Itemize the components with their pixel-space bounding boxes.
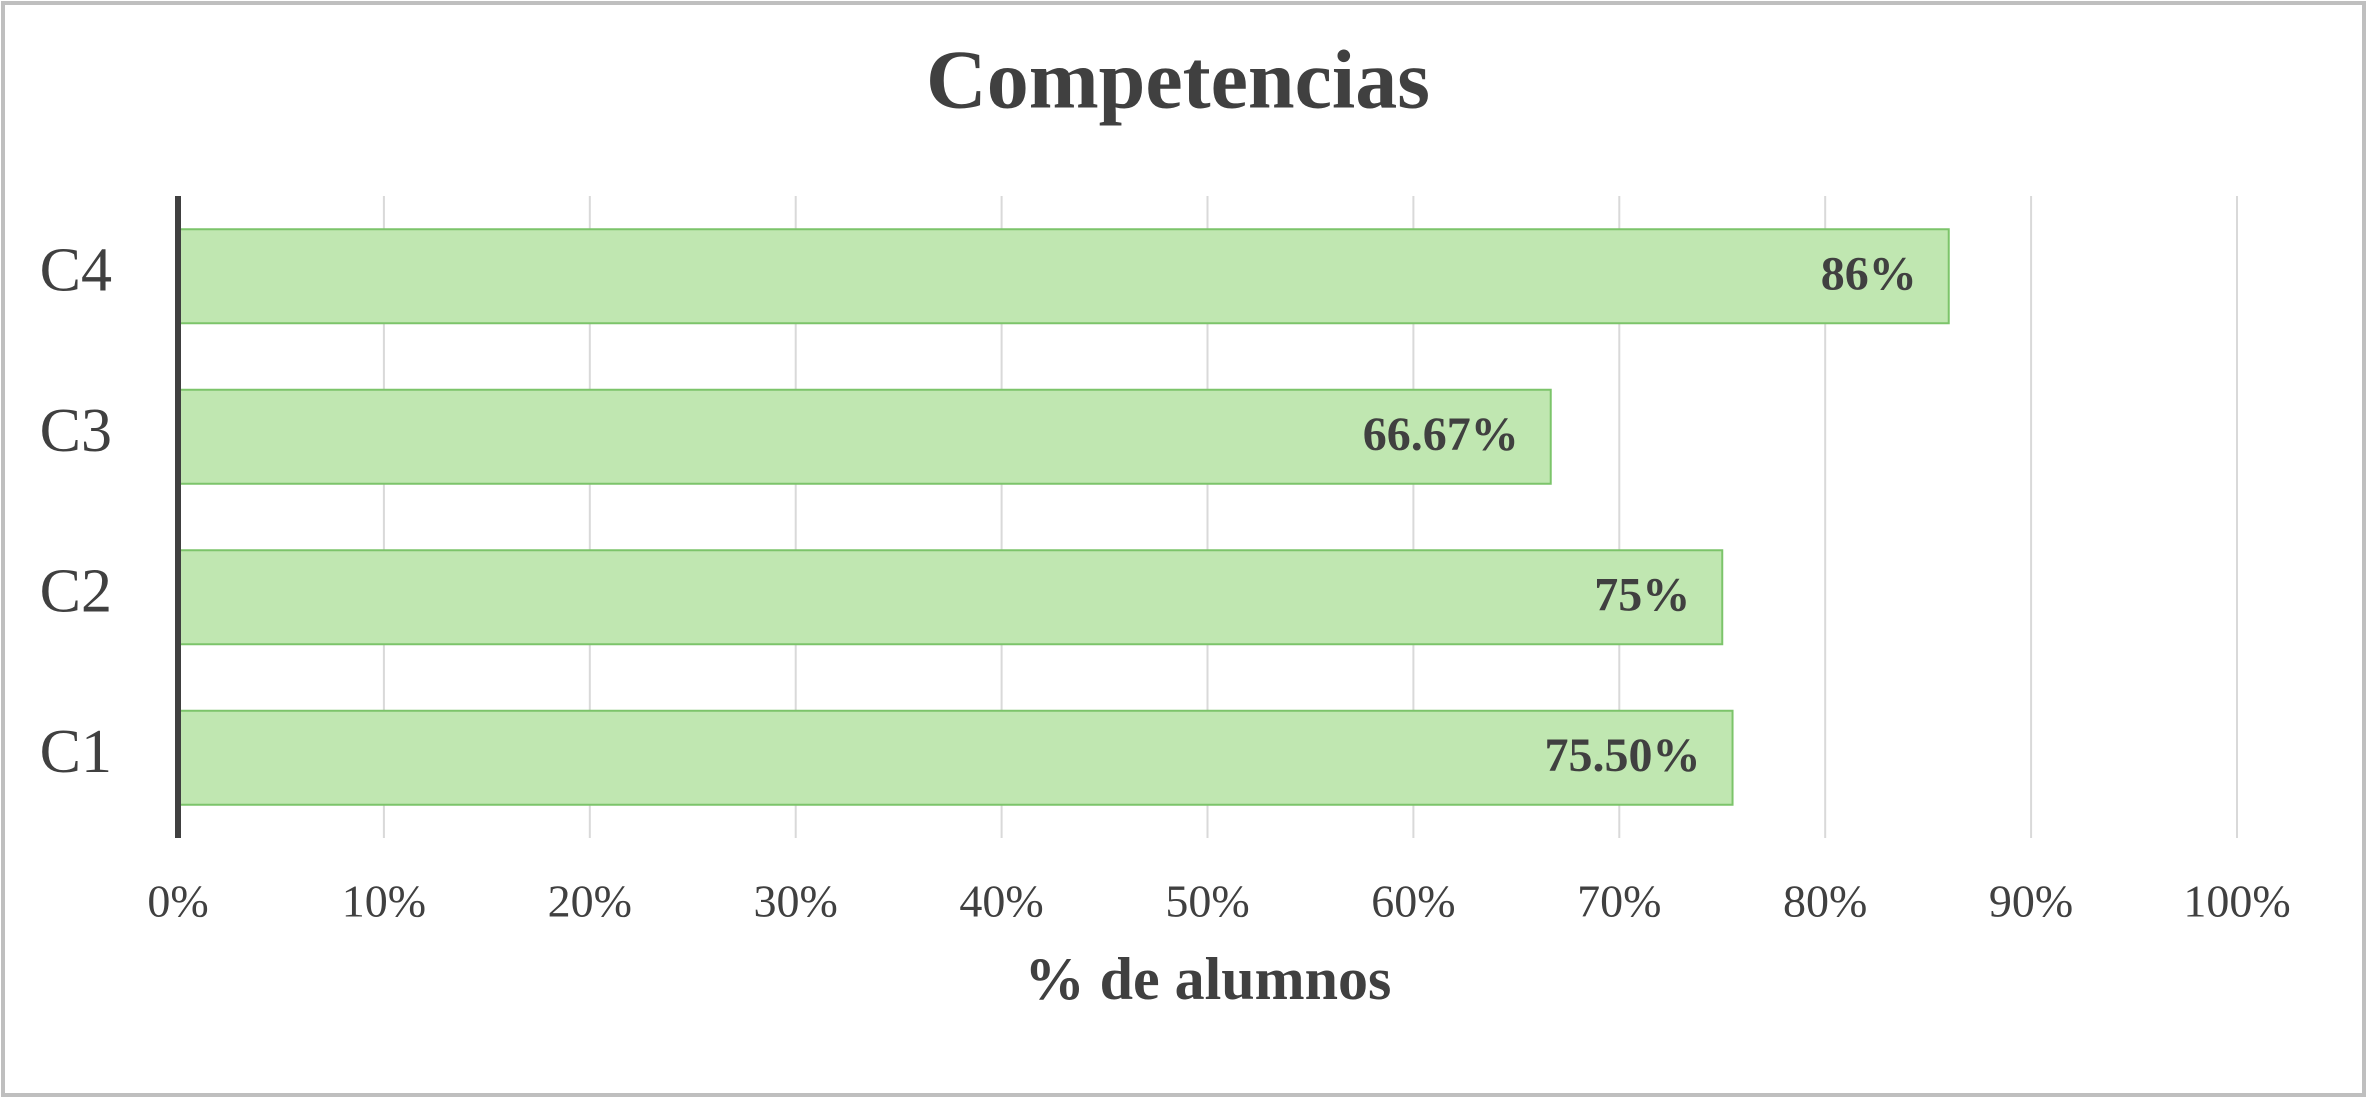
x-tick-label: 10% (342, 876, 426, 927)
x-tick-label: 70% (1577, 876, 1661, 927)
chart-title: Competencias (926, 33, 1430, 126)
bar (177, 388, 1552, 485)
x-tick-label: 30% (754, 876, 838, 927)
y-tick-label: C1 (40, 718, 112, 786)
value-label: 75% (1594, 568, 1690, 621)
x-tick-label: 50% (1165, 876, 1249, 927)
y-tick-label: C2 (40, 557, 112, 625)
bar (177, 549, 1724, 646)
value-label: 86% (1821, 247, 1917, 300)
x-tick-label: 80% (1783, 876, 1867, 927)
bar (177, 709, 1734, 806)
x-tick-label: 20% (548, 876, 632, 927)
value-label: 66.67% (1363, 408, 1519, 461)
x-axis-label: % de alumnos (1025, 946, 1392, 1012)
x-tick-label: 40% (959, 876, 1043, 927)
x-tick-label: 90% (1989, 876, 2073, 927)
value-label: 75.50% (1545, 729, 1701, 782)
x-tick-label: 0% (147, 876, 208, 927)
x-tick-label: 100% (2183, 876, 2290, 927)
y-tick-label: C4 (40, 236, 112, 304)
y-tick-label: C3 (40, 397, 112, 465)
x-tick-label: 60% (1371, 876, 1455, 927)
bar (177, 228, 1950, 325)
